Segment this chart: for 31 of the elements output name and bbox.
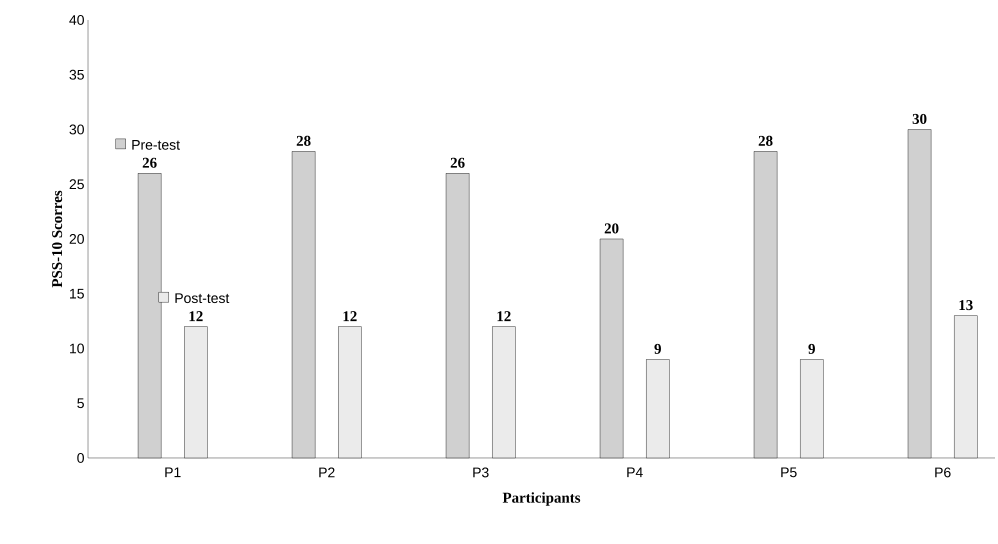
data-label: 13 xyxy=(959,300,973,310)
data-label: 20 xyxy=(604,223,618,234)
legend-label: Pre-test xyxy=(132,140,180,150)
y-tick-label: 40 xyxy=(69,15,84,25)
x-tick-label: P3 xyxy=(473,467,489,478)
y-axis-title: PSS-10 Scorres xyxy=(52,190,62,288)
x-axis-title: Participants xyxy=(502,492,580,506)
y-tick-label: 0 xyxy=(77,453,84,463)
data-label: 26 xyxy=(450,158,465,168)
data-label: 12 xyxy=(190,311,203,322)
y-tick-label: 25 xyxy=(70,179,84,190)
data-label: 9 xyxy=(808,344,815,354)
data-label: 9 xyxy=(654,344,661,354)
data-label: 26 xyxy=(142,158,157,168)
y-tick-label: 5 xyxy=(77,398,84,408)
x-tick-label: P1 xyxy=(165,468,181,478)
data-label: 30 xyxy=(912,114,926,124)
y-tick-label: 35 xyxy=(70,70,84,80)
y-tick-label: 20 xyxy=(70,234,84,244)
x-tick-label: P5 xyxy=(781,468,797,478)
data-label: 12 xyxy=(498,311,511,322)
y-tick-label: 30 xyxy=(70,124,84,134)
legend-label: Post-test xyxy=(175,293,230,304)
y-tick-label: 15 xyxy=(70,288,84,299)
x-tick-label: P6 xyxy=(935,467,951,478)
x-tick-label: P2 xyxy=(319,467,335,478)
data-label: 12 xyxy=(344,311,357,322)
y-tick-label: 10 xyxy=(70,344,84,354)
data-label: 28 xyxy=(296,136,311,146)
x-tick-label: P4 xyxy=(627,468,643,478)
data-label: 28 xyxy=(758,136,773,146)
